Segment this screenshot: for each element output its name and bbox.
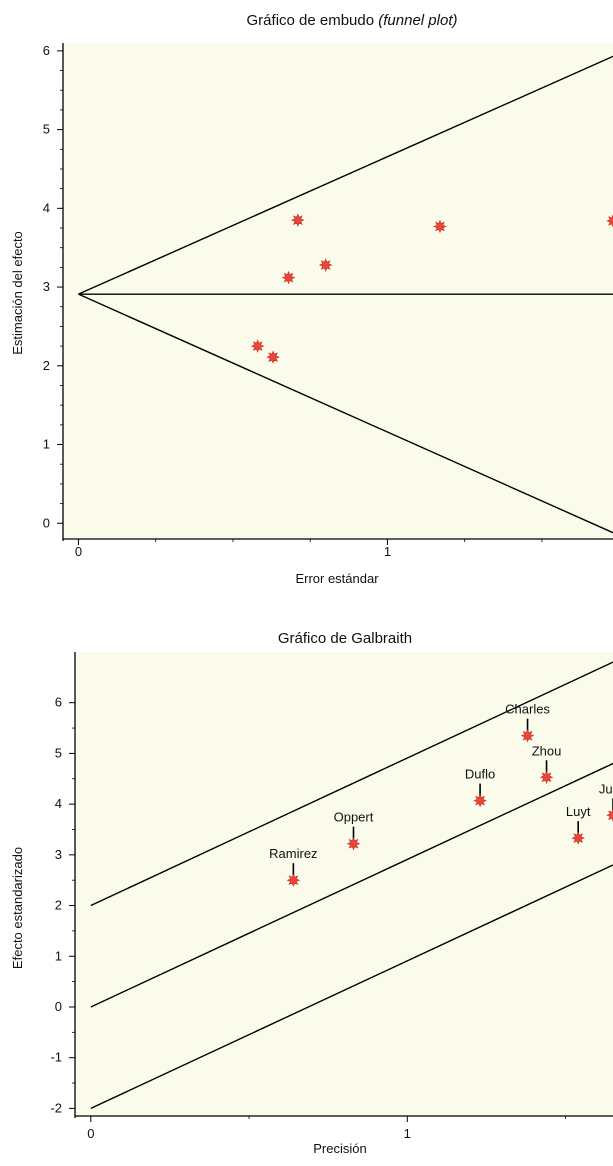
y-tick-label: 0 bbox=[55, 999, 62, 1014]
data-point bbox=[250, 339, 265, 353]
data-point bbox=[473, 793, 487, 808]
data-point bbox=[539, 770, 554, 785]
reference-line bbox=[90, 762, 613, 1008]
reference-line bbox=[78, 55, 613, 295]
data-point bbox=[291, 213, 305, 227]
reference-line bbox=[90, 661, 613, 907]
point-label: Oppert bbox=[334, 810, 374, 825]
point-label: Ramirez bbox=[269, 846, 317, 861]
y-tick-label: 3 bbox=[43, 279, 50, 294]
point-label: Charles bbox=[505, 702, 550, 717]
y-tick-label: -1 bbox=[50, 1050, 62, 1065]
reference-line bbox=[90, 864, 613, 1110]
x-tick-label: 0 bbox=[87, 1126, 94, 1141]
y-tick-label: 5 bbox=[55, 745, 62, 760]
y-tick-label: 6 bbox=[55, 695, 62, 710]
reference-line bbox=[78, 293, 613, 534]
funnel-plot-y-axis-label: Estimación del efecto bbox=[10, 231, 25, 355]
galbraith-plot-y-axis-label: Efecto estandarizado bbox=[10, 847, 25, 969]
data-point bbox=[606, 808, 613, 823]
x-tick-label: 1 bbox=[404, 1126, 411, 1141]
y-tick-label: 3 bbox=[55, 847, 62, 862]
point-label: Jung bbox=[599, 781, 613, 796]
funnel-plot-x-axis-label: Error estándar bbox=[295, 571, 379, 586]
galbraith-plot-svg: Gráfico de Galbraith Precisión Efecto es… bbox=[10, 630, 613, 1156]
data-point bbox=[571, 831, 585, 845]
galbraith-plot-x-axis-label: Precisión bbox=[313, 1141, 366, 1156]
data-point bbox=[318, 258, 333, 272]
data-point bbox=[281, 270, 296, 285]
y-tick-label: -2 bbox=[50, 1100, 62, 1115]
funnel-plot-title: Gráfico de embudo (funnel plot) bbox=[247, 12, 458, 29]
plot-area bbox=[63, 43, 613, 539]
point-label: Zhou bbox=[532, 743, 562, 758]
data-point bbox=[520, 728, 535, 743]
data-point bbox=[286, 873, 301, 888]
plot-area bbox=[75, 652, 613, 1116]
y-tick-label: 1 bbox=[43, 437, 50, 452]
y-tick-label: 0 bbox=[43, 515, 50, 530]
x-tick-label: 0 bbox=[75, 544, 82, 559]
y-tick-label: 1 bbox=[55, 948, 62, 963]
y-tick-label: 5 bbox=[43, 122, 50, 137]
point-label: Duflo bbox=[465, 767, 495, 782]
data-point bbox=[606, 214, 613, 228]
galbraith-plot-title: Gráfico de Galbraith bbox=[278, 630, 412, 647]
y-tick-label: 2 bbox=[55, 898, 62, 913]
x-tick-label: 1 bbox=[384, 544, 391, 559]
funnel-plot-svg: Gráfico de embudo (funnel plot) Error es… bbox=[10, 12, 613, 586]
data-point bbox=[346, 836, 361, 851]
y-tick-label: 6 bbox=[43, 43, 50, 58]
y-tick-label: 4 bbox=[43, 200, 50, 215]
data-point bbox=[266, 350, 280, 364]
point-label: Luyt bbox=[566, 804, 591, 819]
funnel-plot-chart: Gráfico de embudo (funnel plot) Error es… bbox=[10, 12, 613, 586]
galbraith-plot-chart: Gráfico de Galbraith Precisión Efecto es… bbox=[0, 620, 613, 1166]
data-point bbox=[433, 219, 447, 234]
y-tick-label: 2 bbox=[43, 358, 50, 373]
y-tick-label: 4 bbox=[55, 796, 62, 811]
